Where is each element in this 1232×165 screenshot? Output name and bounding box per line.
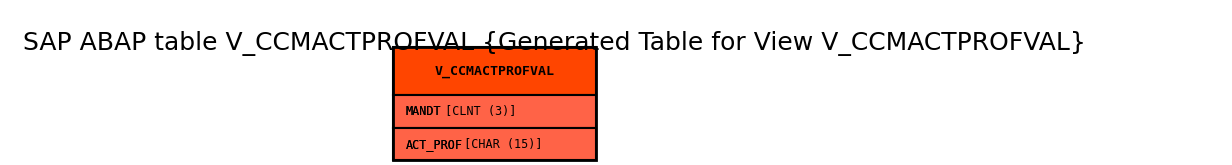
Text: ACT_PROF: ACT_PROF bbox=[405, 138, 463, 151]
Text: MANDT: MANDT bbox=[405, 105, 441, 118]
Text: ACT_PROF: ACT_PROF bbox=[405, 138, 463, 151]
Text: MANDT: MANDT bbox=[405, 105, 441, 118]
Text: [CLNT (3)]: [CLNT (3)] bbox=[437, 105, 516, 118]
Text: V_CCMACTPROFVAL: V_CCMACTPROFVAL bbox=[435, 65, 554, 78]
Text: SAP ABAP table V_CCMACTPROFVAL {Generated Table for View V_CCMACTPROFVAL}: SAP ABAP table V_CCMACTPROFVAL {Generate… bbox=[23, 31, 1087, 56]
FancyBboxPatch shape bbox=[393, 96, 596, 128]
Text: [CHAR (15)]: [CHAR (15)] bbox=[457, 138, 542, 151]
FancyBboxPatch shape bbox=[393, 47, 596, 96]
FancyBboxPatch shape bbox=[393, 128, 596, 160]
